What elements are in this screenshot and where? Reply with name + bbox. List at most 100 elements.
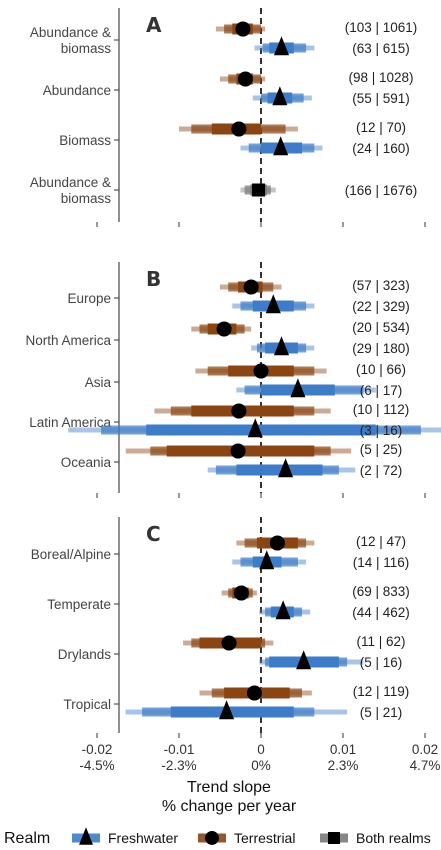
row: Temperate (69 | 833) (44 | 462) <box>47 584 410 620</box>
sample-size-label: (166 | 1676) <box>345 183 418 198</box>
y-tick-label: Asia <box>85 375 112 390</box>
row: Asia (10 | 66) (6 | 17) <box>85 362 406 398</box>
sample-size-label: (20 | 534) <box>352 320 410 335</box>
sample-size-label: (69 | 833) <box>352 584 410 599</box>
legend-title: Realm <box>4 830 50 847</box>
point-estimate <box>253 363 269 379</box>
point-estimate <box>278 458 294 478</box>
x-tick-label: 0 <box>257 742 265 757</box>
x-axis-title: Trend slope <box>187 779 271 796</box>
point-estimate <box>265 294 281 314</box>
sample-size-label: (10 | 112) <box>353 402 410 417</box>
point-estimate <box>259 550 275 570</box>
sample-size-label: (10 | 66) <box>356 362 406 377</box>
x-pct-tick-label: 0% <box>251 758 271 773</box>
sample-size-label: (103 | 1061) <box>345 20 418 35</box>
x-pct-tick-label: -4.5% <box>79 758 114 773</box>
point-estimate <box>247 418 263 438</box>
legend-key-marker <box>328 832 340 844</box>
sample-size-label: (57 | 323) <box>352 278 410 293</box>
legend-label: Terrestrial <box>234 830 295 846</box>
y-tick-label: Abundance & <box>30 25 111 40</box>
sample-size-label: (55 | 591) <box>352 91 410 106</box>
row: Oceania (5 | 25) (2 | 72) <box>61 442 403 478</box>
panel-b: B Europe (57 | 323) (22 | 329) North America… <box>25 262 441 498</box>
sample-size-label: (12 | 119) <box>353 684 410 699</box>
sample-size-label: (22 | 329) <box>352 299 410 314</box>
panel-label: A <box>146 13 162 37</box>
point-estimate <box>252 183 266 197</box>
panel-c: C Boreal/Alpine (12 | 47) (14 | 116) Tempera… <box>31 517 426 738</box>
row: Drylands (11 | 62) (5 | 16) <box>58 634 406 670</box>
sample-size-label: (2 | 72) <box>360 463 403 478</box>
x-pct-tick-label: 2.3% <box>328 758 359 773</box>
y-tick-label: Biomass <box>59 133 111 148</box>
x-tick-label: 0.02 <box>412 742 438 757</box>
sample-size-label: (14 | 116) <box>353 555 410 570</box>
y-tick-label: Boreal/Alpine <box>31 547 111 562</box>
y-tick-label: Latin America <box>29 415 111 430</box>
point-estimate <box>273 136 289 156</box>
y-tick-label: Temperate <box>47 597 111 612</box>
legend-key-marker <box>205 831 219 845</box>
sample-size-label: (11 | 62) <box>356 634 405 649</box>
point-estimate <box>233 585 249 601</box>
point-estimate <box>231 403 247 419</box>
sample-size-label: (5 | 25) <box>360 442 403 457</box>
y-tick-label: biomass <box>61 41 112 56</box>
legend: Realm Freshwater Terrestrial Both realms <box>4 827 431 847</box>
y-tick-label: Abundance <box>43 83 111 98</box>
point-estimate <box>290 378 306 398</box>
y-tick-label: Abundance & <box>30 175 111 190</box>
x-tick-label: 0.01 <box>330 742 356 757</box>
row: Tropical (12 | 119) (5 | 21) <box>63 684 409 720</box>
point-estimate <box>273 336 290 356</box>
legend-label: Both realms <box>356 830 431 846</box>
sample-size-label: (3 | 16) <box>360 423 403 438</box>
row: Boreal/Alpine (12 | 47) (14 | 116) <box>31 534 410 570</box>
point-estimate <box>216 321 232 337</box>
y-tick-label: biomass <box>61 191 112 206</box>
point-estimate <box>269 535 285 551</box>
x-tick-label: -0.01 <box>164 742 195 757</box>
y-tick-label: Oceania <box>61 455 112 470</box>
x-pct-tick-label: -2.3% <box>161 758 196 773</box>
row: Latin America (10 | 112) (3 | 16) <box>29 402 441 438</box>
y-tick-label: Tropical <box>63 697 111 712</box>
sample-size-label: (5 | 21) <box>360 705 403 720</box>
interval-ci50 <box>146 424 376 436</box>
row: Abundance &biomass (103 | 1061) (63 | 615) <box>30 20 417 56</box>
sample-size-label: (29 | 180) <box>352 341 410 356</box>
row: Biomass (12 | 70) (24 | 160) <box>59 120 410 156</box>
sample-size-label: (12 | 70) <box>356 120 406 135</box>
sample-size-label: (63 | 615) <box>352 41 410 56</box>
interval-ci50 <box>170 706 294 718</box>
point-estimate <box>246 685 262 701</box>
point-estimate <box>231 121 247 137</box>
sample-size-label: (44 | 462) <box>352 605 410 620</box>
row: Abundance &biomass (166 | 1676) <box>30 175 417 206</box>
point-estimate <box>296 650 312 670</box>
point-estimate <box>235 21 251 37</box>
sample-size-label: (98 | 1028) <box>348 70 413 85</box>
point-estimate <box>272 86 288 106</box>
row: North America (20 | 534) (29 | 180) <box>25 320 409 356</box>
legend-key-marker <box>79 827 93 845</box>
row: Europe (57 | 323) (22 | 329) <box>67 278 409 314</box>
sample-size-label: (24 | 160) <box>352 141 410 156</box>
sample-size-label: (5 | 16) <box>360 655 403 670</box>
sample-size-label: (6 | 17) <box>360 383 403 398</box>
point-estimate <box>273 36 290 56</box>
interval-ci50 <box>236 464 323 476</box>
legend-label: Freshwater <box>108 830 178 846</box>
y-tick-label: North America <box>25 333 111 348</box>
point-estimate <box>275 600 291 620</box>
x-axis-title-2: % change per year <box>162 798 297 815</box>
panel-label: C <box>146 522 161 546</box>
point-estimate <box>221 635 237 651</box>
y-tick-label: Europe <box>67 291 111 306</box>
row: Abundance (98 | 1028) (55 | 591) <box>43 70 414 106</box>
sample-size-label: (12 | 47) <box>356 534 406 549</box>
